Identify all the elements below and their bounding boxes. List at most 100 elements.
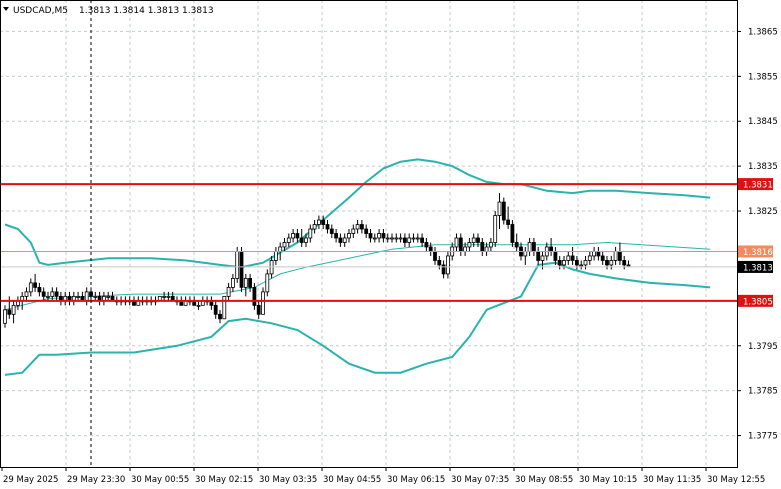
candle[interactable] — [600, 251, 605, 265]
candle[interactable] — [476, 233, 480, 247]
candle[interactable] — [351, 224, 356, 238]
candle[interactable] — [33, 273, 37, 292]
candle[interactable] — [304, 233, 308, 247]
candle[interactable] — [347, 229, 351, 243]
candle-body — [54, 291, 59, 297]
candle[interactable] — [415, 233, 420, 243]
candle[interactable] — [424, 237, 429, 252]
candle-body — [7, 309, 12, 315]
candle[interactable] — [381, 229, 386, 243]
y-tick-label: 1.3795 — [748, 342, 778, 352]
candle-body — [243, 278, 248, 288]
candle-body — [480, 242, 485, 252]
candle[interactable] — [308, 224, 313, 243]
candle[interactable] — [312, 220, 317, 234]
candle[interactable] — [342, 233, 347, 247]
candle[interactable] — [316, 215, 321, 230]
dropdown-triangle-icon[interactable] — [3, 7, 9, 11]
candle[interactable] — [46, 291, 50, 301]
candle[interactable] — [93, 291, 98, 301]
candle[interactable] — [411, 233, 416, 243]
candle[interactable] — [248, 273, 253, 292]
candle[interactable] — [398, 233, 403, 243]
candle[interactable] — [407, 233, 412, 247]
candle[interactable] — [256, 300, 261, 319]
candle[interactable] — [41, 287, 46, 301]
candle[interactable] — [295, 229, 300, 243]
candle[interactable] — [334, 229, 339, 243]
candle[interactable] — [265, 269, 270, 297]
candle-body — [3, 309, 7, 324]
candle[interactable] — [218, 309, 222, 324]
candle[interactable] — [368, 229, 373, 243]
candle[interactable] — [28, 278, 33, 297]
candle[interactable] — [510, 220, 515, 247]
candle[interactable] — [377, 229, 382, 243]
candle[interactable] — [394, 233, 399, 243]
candle[interactable] — [24, 287, 29, 301]
candle[interactable] — [514, 233, 519, 252]
candle[interactable] — [587, 251, 592, 265]
candle[interactable] — [282, 237, 287, 252]
horizontal-levels[interactable]: 1.3831 1.3805 1.3816 1.3813 — [0, 178, 773, 307]
candle[interactable] — [471, 233, 476, 247]
candle[interactable] — [359, 220, 364, 234]
time-axis[interactable]: 29 May 2025 29 May 23:30 30 May 00:55 30 Ma… — [1, 467, 765, 485]
candle[interactable] — [540, 251, 545, 270]
candle[interactable] — [385, 233, 390, 243]
candle[interactable] — [506, 206, 511, 230]
candle[interactable] — [570, 246, 575, 265]
candle-body — [536, 251, 541, 261]
candle[interactable] — [579, 260, 584, 270]
candle[interactable] — [390, 233, 394, 243]
candle[interactable] — [321, 215, 326, 230]
candle[interactable] — [299, 229, 304, 247]
candle[interactable] — [54, 287, 59, 301]
candle[interactable] — [230, 273, 235, 292]
candle[interactable] — [501, 197, 506, 225]
x-tick-label: 29 May 2025 — [3, 475, 58, 485]
candle-body — [256, 304, 261, 315]
candle[interactable] — [402, 233, 407, 247]
price-axis[interactable]: 1.3865 1.3855 1.3845 1.3835 1.3825 1.3795 1.37… — [737, 27, 778, 442]
candle[interactable] — [213, 300, 218, 319]
candle[interactable] — [286, 233, 291, 247]
candle[interactable] — [252, 282, 257, 310]
candle[interactable] — [338, 233, 343, 247]
x-tick-label: 30 May 08:55 — [515, 475, 573, 485]
candle[interactable] — [243, 273, 248, 297]
candle[interactable] — [291, 229, 296, 243]
candle[interactable] — [467, 237, 472, 252]
candle[interactable] — [106, 291, 111, 301]
candle[interactable] — [355, 220, 360, 234]
candle[interactable] — [372, 233, 377, 243]
candle-body — [347, 233, 351, 239]
candle[interactable] — [50, 287, 55, 301]
candle[interactable] — [196, 300, 201, 310]
candle[interactable] — [420, 233, 425, 247]
candle[interactable] — [226, 282, 231, 301]
candle[interactable] — [488, 237, 493, 252]
candle[interactable] — [454, 233, 459, 252]
candle[interactable] — [329, 224, 334, 238]
candle[interactable] — [3, 305, 7, 328]
candle[interactable] — [166, 291, 171, 301]
candle[interactable] — [566, 251, 571, 265]
candle-body — [402, 237, 407, 243]
candle[interactable] — [445, 251, 450, 279]
candle[interactable] — [235, 246, 240, 283]
candle[interactable] — [626, 260, 631, 267]
candle[interactable] — [37, 282, 42, 297]
candle[interactable] — [493, 211, 498, 247]
candle[interactable] — [222, 295, 227, 320]
candle[interactable] — [11, 300, 16, 324]
candle[interactable] — [441, 260, 446, 279]
bollinger-upper-band — [4, 158, 711, 269]
candle[interactable] — [325, 220, 330, 234]
candle[interactable] — [162, 291, 167, 301]
candle[interactable] — [364, 224, 369, 238]
candle[interactable] — [76, 291, 80, 301]
candle[interactable] — [497, 193, 502, 230]
candle[interactable] — [239, 246, 244, 292]
